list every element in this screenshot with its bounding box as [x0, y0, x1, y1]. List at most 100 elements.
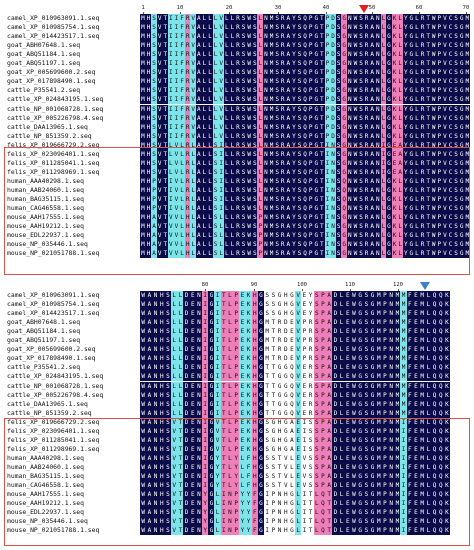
- residue-cell: N: [195, 291, 203, 300]
- residue-cell: W: [350, 417, 358, 427]
- residue-cell: E: [412, 417, 420, 427]
- residue-cell: P: [307, 59, 314, 69]
- residue-cell: L: [177, 327, 184, 337]
- residue-cell: P: [436, 50, 443, 60]
- residue-cell: I: [202, 435, 209, 445]
- residue-cell: V: [171, 417, 178, 427]
- residue-cell: S: [363, 381, 370, 391]
- residue-cell: L: [171, 345, 178, 355]
- residue-cell: W: [140, 354, 147, 364]
- residue-cell: P: [301, 327, 308, 337]
- residue-cell: K: [391, 131, 398, 141]
- residue-cell: N: [152, 408, 159, 418]
- residue-cell: E: [295, 417, 302, 427]
- residue-cell: F: [179, 41, 185, 51]
- residue-cell: F: [406, 372, 413, 382]
- residue-cell: A: [195, 113, 202, 123]
- residue-cell: R: [279, 41, 286, 51]
- residue-cell: S: [363, 499, 370, 509]
- residue-cell: H: [184, 222, 191, 232]
- residue-cell: M: [394, 381, 401, 391]
- residue-cell: K: [245, 291, 252, 300]
- residue-cell: Y: [402, 149, 409, 159]
- residue-cell: V: [218, 104, 225, 114]
- residue-cell: Q: [288, 408, 296, 418]
- residue-cell: G: [313, 158, 320, 168]
- residue-cell: G: [408, 249, 415, 259]
- residue-cell: T: [270, 381, 277, 391]
- residue-cell: L: [257, 113, 264, 123]
- residue-cell: G: [282, 408, 289, 418]
- residue-cell: P: [319, 472, 327, 481]
- residue-cell: L: [223, 113, 230, 123]
- residue-cell: M: [419, 291, 426, 300]
- residue-cell: A: [146, 472, 153, 481]
- residue-cell: A: [326, 354, 333, 364]
- residue-cell: L: [380, 176, 387, 186]
- residue-cell: I: [214, 345, 221, 355]
- residue-cell: I: [202, 453, 209, 463]
- residue-cell: R: [419, 204, 426, 214]
- residue-cell: H: [145, 204, 152, 214]
- residue-cell: S: [313, 372, 320, 382]
- residue-cell: T: [220, 399, 227, 409]
- residue-cell: E: [412, 291, 420, 300]
- residue-cell: S: [358, 240, 364, 250]
- residue-cell: L: [223, 131, 230, 141]
- residue-cell: S: [164, 517, 172, 527]
- residue-cell: V: [442, 23, 448, 33]
- residue-cell: I: [173, 113, 180, 123]
- residue-cell: N: [152, 490, 159, 500]
- residue-cell: N: [388, 472, 395, 481]
- residue-cell: S: [270, 481, 277, 491]
- residue-cell: R: [279, 249, 286, 259]
- residue-cell: W: [246, 41, 253, 51]
- residue-cell: Y: [291, 122, 297, 132]
- residue-cell: T: [177, 508, 184, 518]
- residue-cell: Q: [302, 41, 308, 51]
- residue-cell: W: [140, 462, 147, 472]
- residue-cell: L: [207, 204, 213, 214]
- residue-cell: A: [288, 417, 296, 427]
- residue-cell: L: [229, 77, 236, 87]
- residue-cell: M: [400, 336, 407, 346]
- residue-cell: A: [326, 363, 333, 373]
- residue-cell: P: [436, 149, 443, 159]
- residue-cell: Y: [307, 291, 314, 300]
- residue-cell: M: [394, 526, 401, 536]
- residue-cell: H: [276, 444, 283, 454]
- residue-cell: G: [282, 390, 289, 400]
- residue-cell: A: [397, 167, 404, 177]
- residue-cell: V: [156, 131, 163, 141]
- residue-cell: G: [357, 472, 364, 481]
- residue-cell: C: [447, 32, 454, 42]
- residue-cell: D: [183, 363, 190, 373]
- residue-cell: E: [239, 417, 246, 427]
- residue-cell: E: [295, 426, 302, 436]
- residue-cell: S: [240, 14, 247, 23]
- residue-cell: V: [167, 222, 174, 232]
- residue-cell: S: [212, 158, 219, 168]
- residue-cell: S: [313, 462, 320, 472]
- residue-cell: L: [179, 195, 185, 204]
- residue-cell: S: [358, 204, 364, 214]
- residue-cell: I: [400, 435, 407, 445]
- residue-cell: Y: [402, 23, 409, 33]
- residue-cell: S: [296, 249, 303, 259]
- residue-cell: I: [324, 140, 331, 150]
- residue-cell: S: [274, 222, 281, 232]
- residue-cell: R: [235, 204, 241, 214]
- residue-cell: L: [207, 167, 213, 177]
- residue-cell: L: [257, 149, 264, 159]
- residue-cell: S: [164, 526, 172, 536]
- residue-cell: Y: [291, 185, 297, 195]
- residue-cell: S: [313, 318, 320, 328]
- residue-cell: S: [358, 231, 364, 241]
- residue-cell: L: [190, 240, 197, 250]
- residue-cell: E: [412, 309, 420, 319]
- residue-cell: N: [152, 318, 159, 328]
- residue-cell: E: [295, 444, 302, 454]
- residue-cell: H: [145, 140, 152, 150]
- residue-cell: G: [341, 95, 348, 105]
- residue-cell: W: [430, 176, 437, 186]
